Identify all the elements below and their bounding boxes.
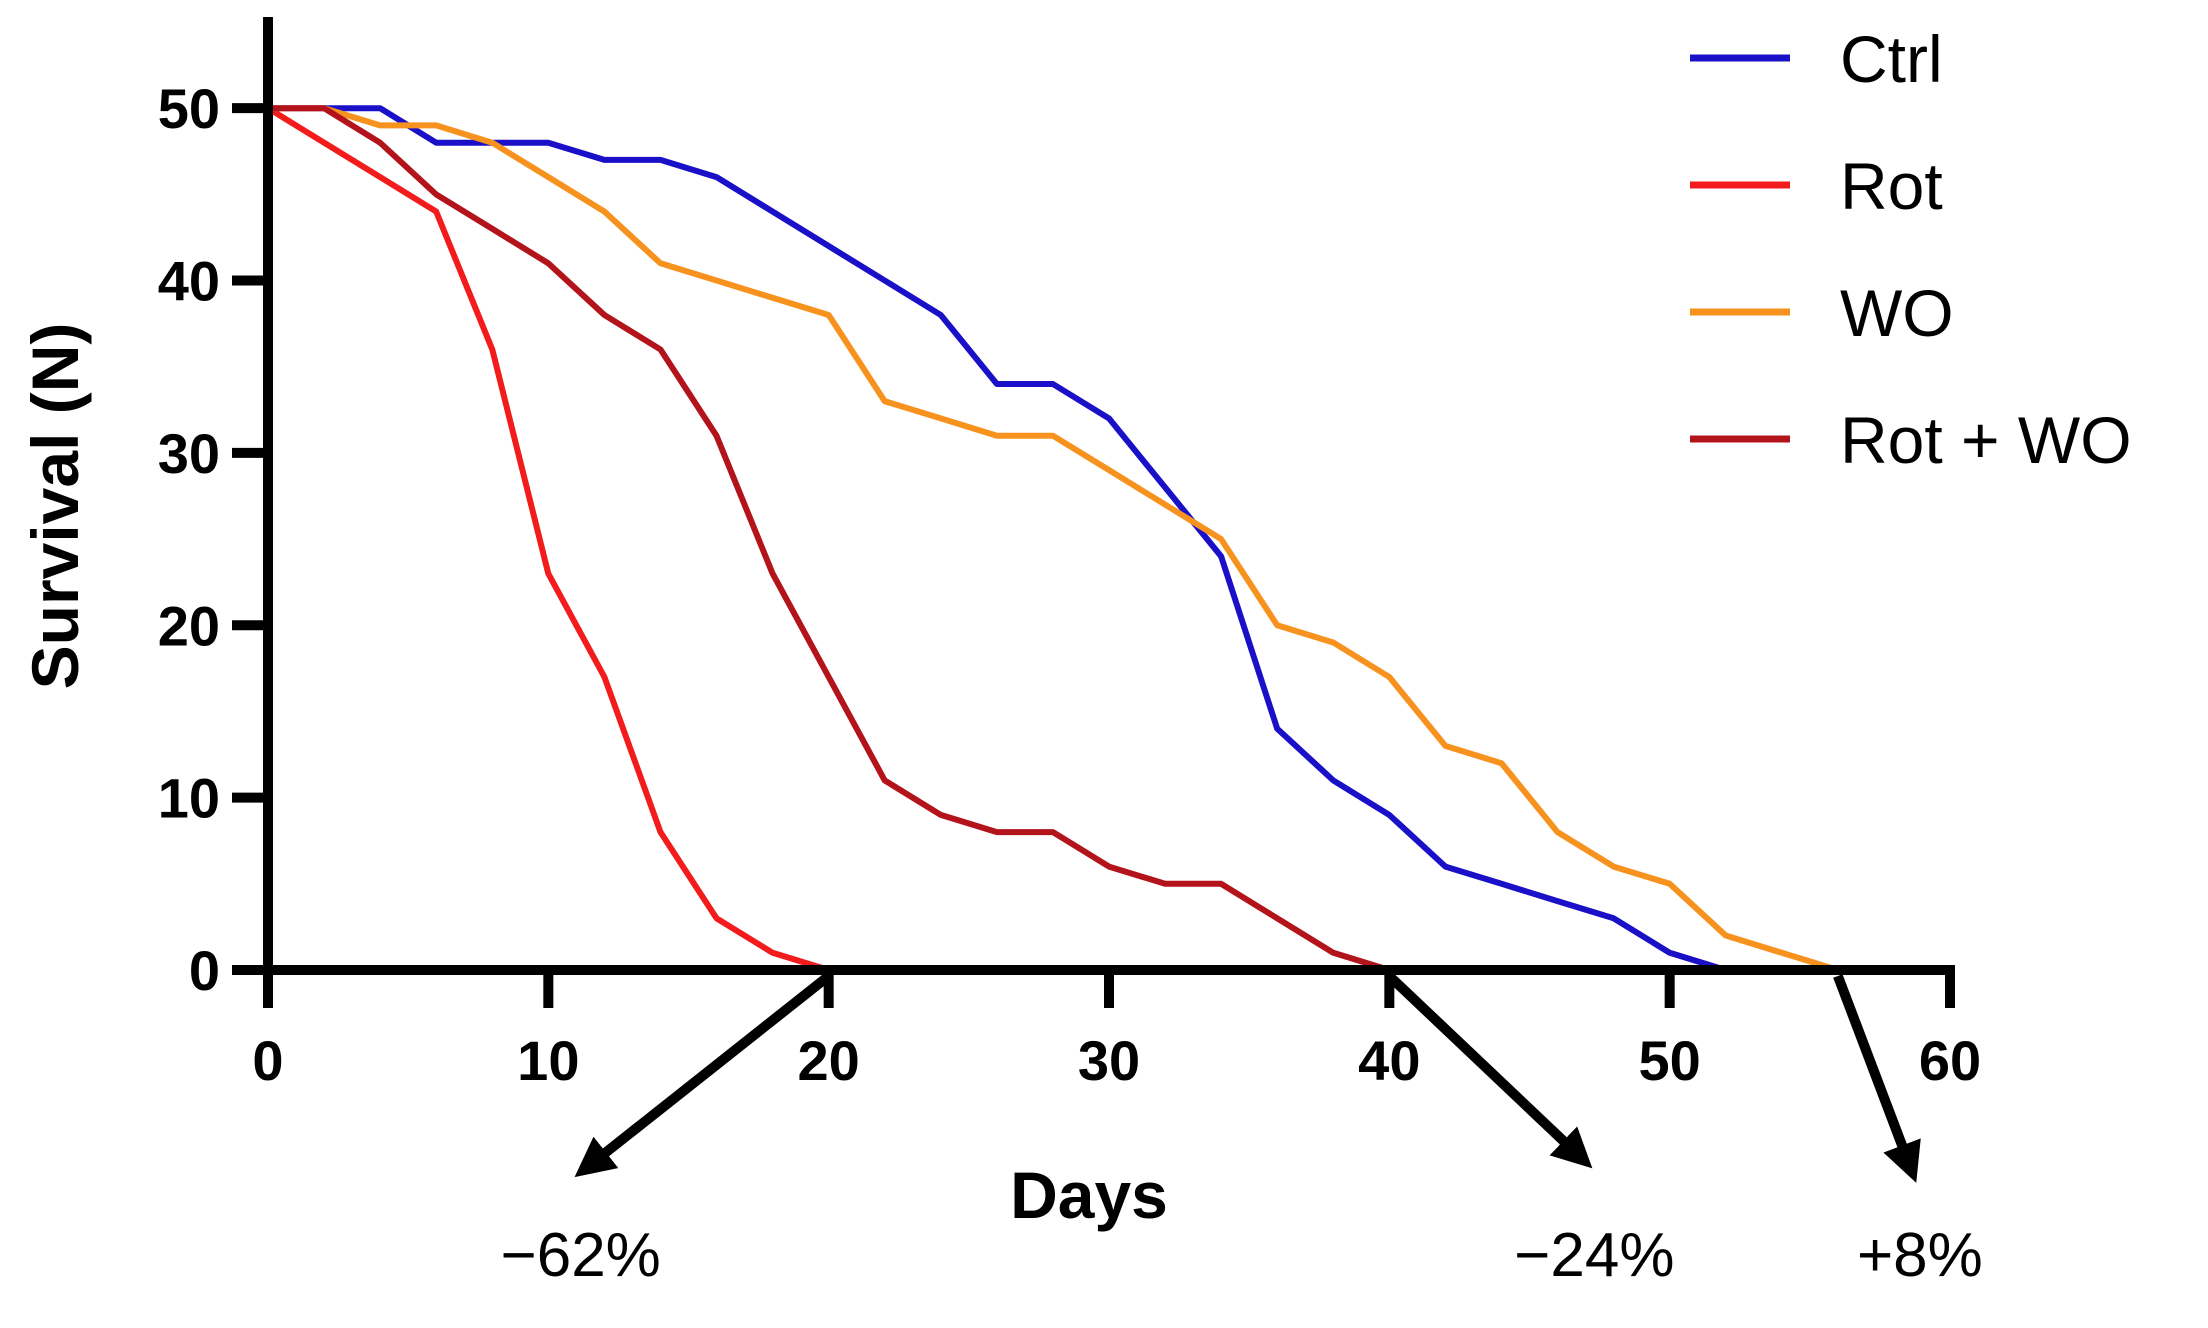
annotation-arrow (1833, 974, 1921, 1183)
series-line-ctrl (265, 105, 1953, 973)
annotation-label: +8% (1857, 1221, 1983, 1290)
y-tick-label: 20 (158, 594, 220, 657)
series-line-rot (265, 105, 1729, 973)
y-tick-label: 30 (158, 422, 220, 485)
annotation-label: −24% (1514, 1221, 1674, 1290)
y-tick-label: 0 (189, 939, 220, 1002)
annotation-label: −62% (501, 1221, 661, 1290)
legend-label-ctrl: Ctrl (1840, 22, 1943, 96)
x-tick-label: 10 (517, 1029, 579, 1092)
annotation-arrow (1385, 972, 1593, 1169)
y-tick-label: 10 (158, 767, 220, 830)
legend-label-wo: WO (1840, 276, 1954, 350)
x-tick-label: 20 (798, 1029, 860, 1092)
x-axis-title: Days (1010, 1158, 1168, 1232)
y-axis-title: Survival (N) (18, 323, 92, 690)
series-layer (265, 105, 1953, 973)
tick-layer: 0 10 20 30 40 50 60 0 10 20 30 40 50 (158, 77, 1981, 1092)
annotations: −62% −24% +8% (501, 972, 1983, 1290)
annotation-arrow (574, 972, 832, 1178)
legend-label-rot-wo: Rot + WO (1840, 403, 2132, 477)
y-tick-label: 50 (158, 77, 220, 140)
series-line-rot-wo (265, 105, 1393, 973)
x-tick-label: 60 (1919, 1029, 1981, 1092)
x-tick-label: 0 (252, 1029, 283, 1092)
series-line-wo (265, 105, 1841, 973)
y-tick-label: 40 (158, 250, 220, 313)
x-tick-label: 30 (1078, 1029, 1140, 1092)
legend: Ctrl Rot WO Rot + WO (1690, 22, 2132, 477)
legend-label-rot: Rot (1840, 149, 1943, 223)
x-tick-label: 40 (1358, 1029, 1420, 1092)
x-tick-label: 50 (1639, 1029, 1701, 1092)
